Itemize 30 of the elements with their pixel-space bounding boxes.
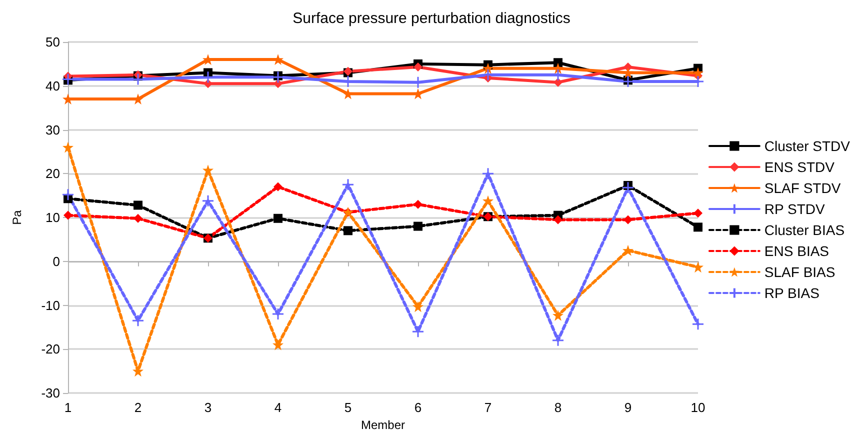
- x-tick-label: 5: [344, 400, 352, 415]
- x-axis-title: Member: [360, 418, 406, 432]
- x-tick-label: 1: [64, 400, 72, 415]
- y-tick-label: 10: [46, 210, 60, 225]
- legend-label: RP STDV: [764, 201, 826, 217]
- chart-title: Surface pressure perturbation diagnostics: [292, 10, 570, 27]
- y-tick-label: 50: [46, 34, 60, 50]
- y-tick-label: 20: [46, 166, 60, 182]
- legend-label: ENS STDV: [764, 159, 836, 175]
- legend-label: RP BIAS: [764, 285, 820, 301]
- y-tick-label: -30: [41, 386, 60, 400]
- legend-label: SLAF BIAS: [764, 264, 836, 280]
- x-tick-label: 3: [204, 400, 212, 415]
- legend-label: SLAF STDV: [764, 180, 842, 196]
- x-tick-label: 6: [414, 400, 422, 415]
- x-tick-label: 2: [134, 400, 142, 415]
- legend-label: Cluster STDV: [764, 138, 851, 154]
- legend-label: ENS BIAS: [764, 243, 830, 259]
- x-tick-label: 8: [554, 400, 562, 415]
- y-tick-label: -10: [41, 298, 60, 313]
- y-tick-label: 0: [52, 254, 60, 269]
- x-tick-label: 4: [274, 400, 282, 415]
- x-tick-label: 9: [624, 400, 632, 415]
- x-tick-label: 7: [484, 400, 492, 415]
- y-tick-label: -20: [41, 342, 60, 357]
- legend-label: Cluster BIAS: [764, 222, 845, 238]
- y-axis-title: Pa: [10, 210, 24, 225]
- x-tick-label: 10: [690, 400, 706, 415]
- y-tick-label: 30: [46, 122, 60, 138]
- y-tick-label: 40: [46, 78, 60, 94]
